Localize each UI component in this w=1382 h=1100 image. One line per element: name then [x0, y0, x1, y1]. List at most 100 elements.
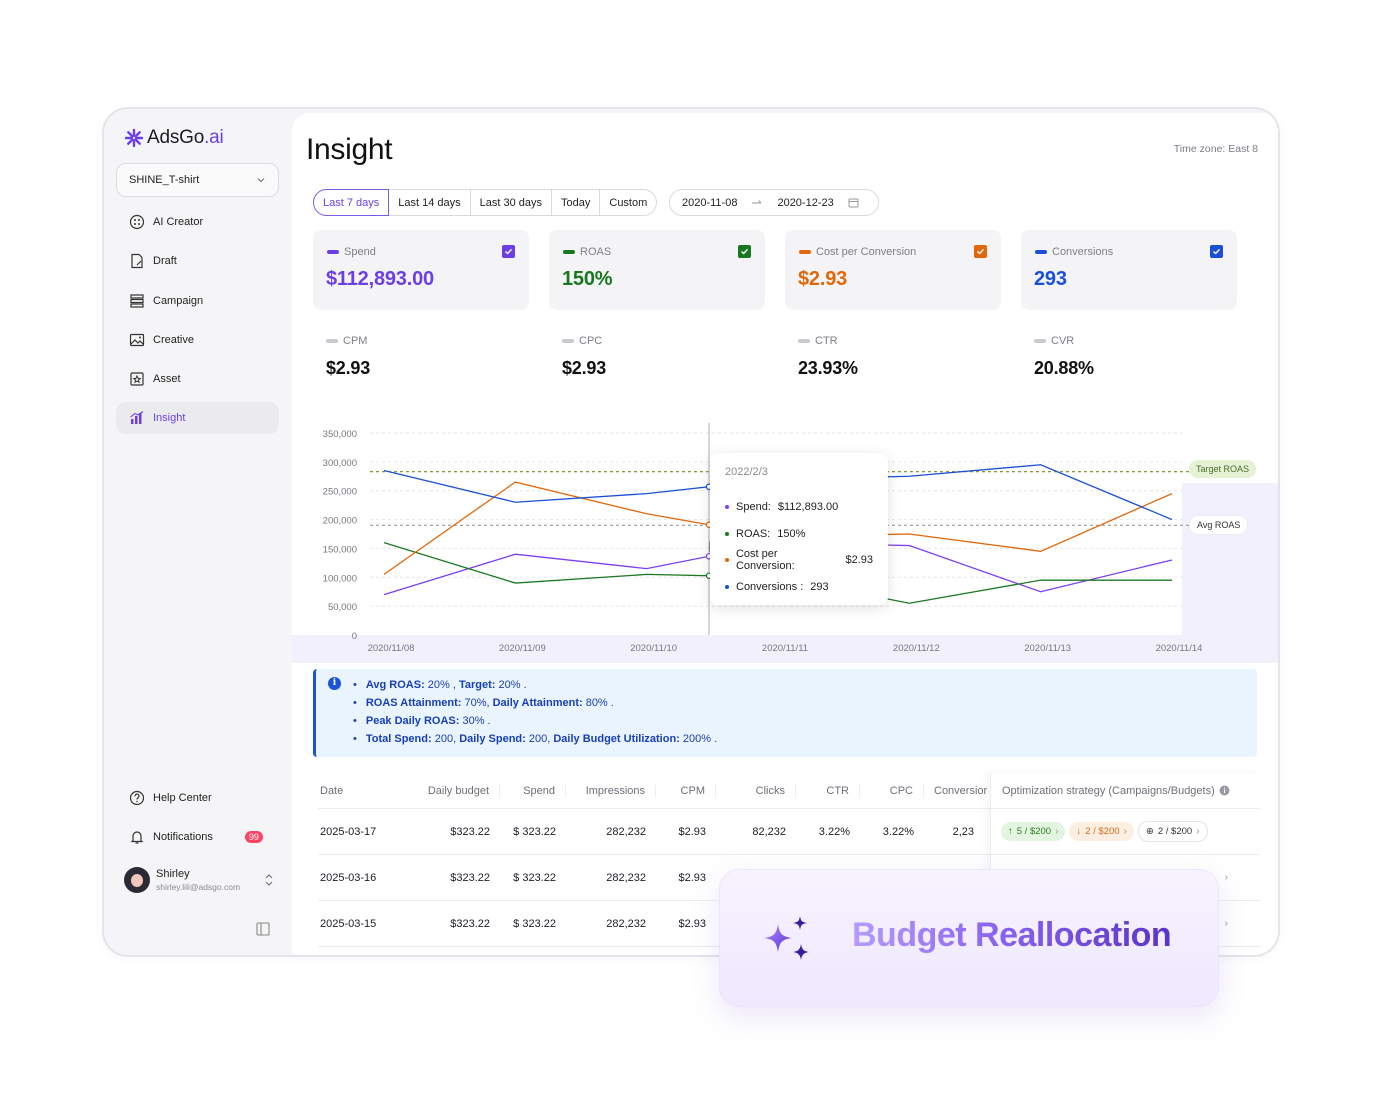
- kpi-card-spend[interactable]: Spend $112,893.00: [313, 230, 529, 310]
- x-tick-label: 2020/11/13: [1024, 643, 1071, 654]
- series-dot: [725, 584, 729, 589]
- info-key: Peak Daily ROAS:: [365, 715, 460, 727]
- kpi-card-roas[interactable]: ROAS 150%: [549, 230, 765, 310]
- account-selector[interactable]: SHINE_T-shirt: [116, 163, 279, 197]
- table-cell: 282,232: [606, 917, 646, 930]
- tooltip-row: Conversions : 293: [725, 574, 873, 601]
- metric-value: 20.88%: [1034, 358, 1094, 378]
- range-last-14-days[interactable]: Last 14 days: [389, 189, 471, 216]
- sidebar-item-label: AI Creator: [153, 216, 204, 228]
- table-row[interactable]: 2025-03-17 $323.22 $ 323.22 282,232 $2.93 82,…: [318, 809, 1260, 855]
- sidebar-collapse-icon[interactable]: [256, 922, 270, 936]
- user-profile[interactable]: Shirley shirley.lili@adsgo.com: [124, 867, 274, 893]
- checkbox-checked[interactable]: [974, 245, 987, 258]
- avatar: [124, 867, 150, 893]
- account-name: SHINE_T-shirt: [129, 174, 200, 186]
- budget-reallocation-banner[interactable]: Budget Reallocation: [719, 869, 1219, 1007]
- metric-label-wrap: CPM: [326, 335, 562, 347]
- notifications-label: Notifications: [153, 831, 213, 844]
- app-window: AdsGo.ai SHINE_T-shirt AI Creator Draft …: [102, 107, 1280, 957]
- bullet: •: [353, 733, 357, 745]
- sidebar-item-draft[interactable]: Draft: [116, 245, 279, 277]
- chevron-right-icon[interactable]: ›: [1224, 872, 1228, 883]
- series-swatch: [562, 339, 574, 343]
- sidebar-item-label: Creative: [153, 333, 194, 346]
- range-custom[interactable]: Custom: [600, 189, 658, 216]
- kpi-value: 293: [1034, 268, 1067, 290]
- sidebar-item-ai-creator[interactable]: AI Creator: [116, 206, 279, 238]
- opt-header-label: Optimization strategy (Campaigns/Budgets…: [1002, 784, 1215, 797]
- start-date: 2020-11-08: [682, 196, 738, 209]
- opt-row: ↑ 5 / $200 › ↓ 2 / $200 › ⊕ 2 / $200 ›: [991, 809, 1260, 855]
- date-range-tabs: Last 7 days Last 14 days Last 30 days To…: [313, 189, 658, 216]
- sparkle-icon: [764, 916, 809, 960]
- table-cell: 2025-03-16: [320, 871, 377, 884]
- col-date[interactable]: Date: [320, 784, 344, 797]
- series-swatch: [1035, 250, 1047, 254]
- col-clicks[interactable]: Clicks: [716, 784, 796, 797]
- metric-cpm[interactable]: CPM $2.93: [326, 335, 562, 379]
- info-icon[interactable]: [1219, 785, 1230, 796]
- metric-label: CPM: [343, 335, 368, 347]
- sidebar-item-insight[interactable]: Insight: [116, 402, 279, 435]
- logo-text: AdsGo.ai: [147, 127, 224, 148]
- y-tick-label: 350,000: [323, 429, 357, 440]
- tooltip-row: Spend: $112,893.00: [725, 494, 873, 521]
- kpi-value: $2.93: [798, 268, 848, 290]
- avg-roas-tag: Avg ROAS: [1189, 515, 1249, 535]
- col-spend[interactable]: Spend: [500, 784, 566, 797]
- info-key: Total Spend:: [365, 733, 432, 745]
- opt-header: Optimization strategy (Campaigns/Budgets…: [991, 773, 1260, 809]
- checkbox-checked[interactable]: [738, 245, 751, 258]
- metric-ctr[interactable]: CTR 23.93%: [798, 335, 1034, 379]
- sidebar-item-label: Campaign: [153, 294, 204, 307]
- sidebar-item-creative[interactable]: Creative: [116, 324, 279, 356]
- info-key: Avg ROAS:: [365, 679, 425, 691]
- chevron-right-icon: ›: [1055, 826, 1059, 837]
- logo[interactable]: AdsGo.ai: [124, 127, 224, 149]
- col-impressions[interactable]: Impressions: [566, 784, 656, 797]
- logo-icon: [124, 128, 144, 148]
- range-last-7-days[interactable]: Last 7 days: [313, 189, 390, 216]
- table-cell: 3.22%: [882, 825, 914, 838]
- col-ctr[interactable]: CTR: [796, 784, 860, 797]
- checkbox-checked[interactable]: [1210, 245, 1223, 258]
- add-pill[interactable]: ⊕ 2 / $200 ›: [1137, 821, 1208, 842]
- col-daily-budget[interactable]: Daily budget: [396, 784, 500, 797]
- chevron-right-icon: ›: [1123, 826, 1127, 837]
- metric-cpc[interactable]: CPC $2.93: [562, 335, 798, 379]
- metric-cvr[interactable]: CVR 20.88%: [1034, 335, 1270, 379]
- series-swatch: [326, 339, 338, 343]
- kpi-card-conversions[interactable]: Conversions 293: [1021, 230, 1237, 310]
- notifications-link[interactable]: Notifications 99: [116, 821, 279, 853]
- increase-pill[interactable]: ↑ 5 / $200 ›: [1001, 822, 1066, 841]
- kpi-label: Conversions: [1052, 246, 1114, 258]
- chevron-down-icon: [257, 178, 265, 183]
- kpi-card-cost-per-conversion[interactable]: Cost per Conversion $2.93: [785, 230, 1001, 310]
- col-conversions[interactable]: Conversior: [934, 784, 988, 797]
- sidebar-item-asset[interactable]: Asset: [116, 363, 279, 395]
- x-tick-label: 2020/11/11: [762, 643, 808, 654]
- creative-icon: [129, 333, 145, 346]
- chevron-right-icon[interactable]: ›: [1224, 918, 1228, 929]
- table-cell: 2025-03-17: [320, 825, 377, 838]
- tooltip-value: $2.93: [845, 554, 873, 567]
- end-date: 2020-12-23: [777, 196, 834, 209]
- range-today[interactable]: Today: [552, 189, 601, 216]
- checkbox-checked[interactable]: [502, 245, 515, 258]
- info-icon: i: [328, 677, 341, 690]
- col-cpm[interactable]: CPM: [656, 784, 716, 797]
- tooltip-label: ROAS:: [736, 527, 771, 540]
- range-last-30-days[interactable]: Last 30 days: [470, 189, 553, 216]
- tooltip-date: 2022/2/3: [725, 466, 768, 478]
- help-center-label: Help Center: [153, 792, 212, 804]
- help-icon: [129, 790, 145, 806]
- help-center-link[interactable]: Help Center: [116, 782, 279, 814]
- decrease-pill[interactable]: ↓ 2 / $200 ›: [1069, 822, 1134, 841]
- sidebar-item-campaign[interactable]: Campaign: [116, 285, 279, 317]
- calendar-icon: [848, 198, 859, 208]
- tooltip-label: Spend:: [736, 501, 771, 514]
- target-roas-tag: Target ROAS: [1189, 460, 1257, 478]
- date-picker[interactable]: 2020-11-08 2020-12-23: [669, 189, 879, 216]
- col-cpc[interactable]: CPC: [860, 784, 924, 797]
